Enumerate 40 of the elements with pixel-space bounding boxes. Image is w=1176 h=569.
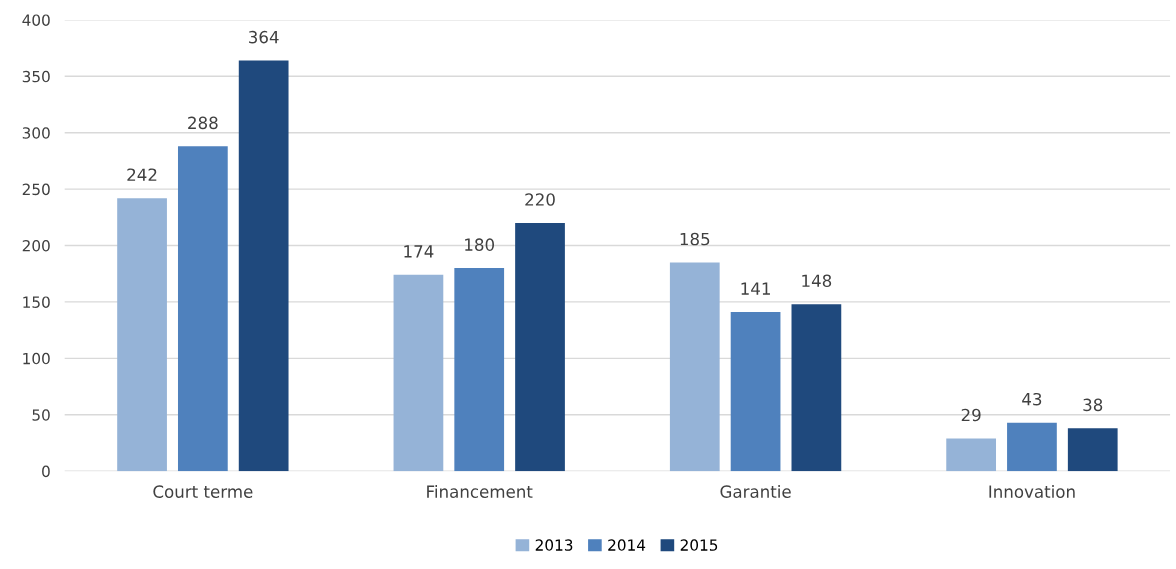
y-tick-label: 350 <box>22 70 50 83</box>
data-label: 242 <box>127 168 157 181</box>
data-label: 29 <box>961 408 981 422</box>
data-label: 43 <box>1022 392 1042 406</box>
y-tick-label: 300 <box>22 127 50 139</box>
x-tick-label: Innovation <box>989 485 1075 498</box>
y-tick-label: 50 <box>32 409 50 421</box>
bar <box>117 198 167 472</box>
bar <box>238 60 289 472</box>
y-tick-label: 200 <box>22 239 50 252</box>
data-label: 180 <box>465 238 495 251</box>
bar <box>1007 422 1057 472</box>
x-tick-label: Garantie <box>720 485 791 498</box>
bar <box>791 304 842 472</box>
legend-label: 2014 <box>608 539 646 551</box>
bar <box>177 146 228 472</box>
data-label: 174 <box>404 245 434 258</box>
bar <box>393 274 444 472</box>
x-tick-label: Financement <box>427 485 533 498</box>
y-tick-label: 250 <box>22 183 50 196</box>
bar <box>1067 428 1118 472</box>
y-tick-label: 100 <box>23 352 50 365</box>
data-label: 148 <box>802 274 832 288</box>
bar <box>454 268 505 472</box>
data-label: 364 <box>249 30 279 44</box>
x-tick-label: Court terme <box>153 485 253 498</box>
legend-label: 2015 <box>680 539 718 551</box>
y-tick-label: 0 <box>42 465 50 478</box>
bar <box>669 262 720 472</box>
bar <box>946 438 997 472</box>
data-label: 288 <box>188 116 218 130</box>
bar <box>730 312 781 472</box>
y-tick-label: 400 <box>22 14 50 26</box>
data-label: 38 <box>1083 398 1103 412</box>
data-label: 141 <box>741 282 770 295</box>
legend-label: 2013 <box>535 539 573 551</box>
bar <box>515 222 565 472</box>
data-label: 185 <box>680 232 710 246</box>
y-tick-label: 150 <box>23 296 50 308</box>
data-label: 220 <box>525 193 555 206</box>
